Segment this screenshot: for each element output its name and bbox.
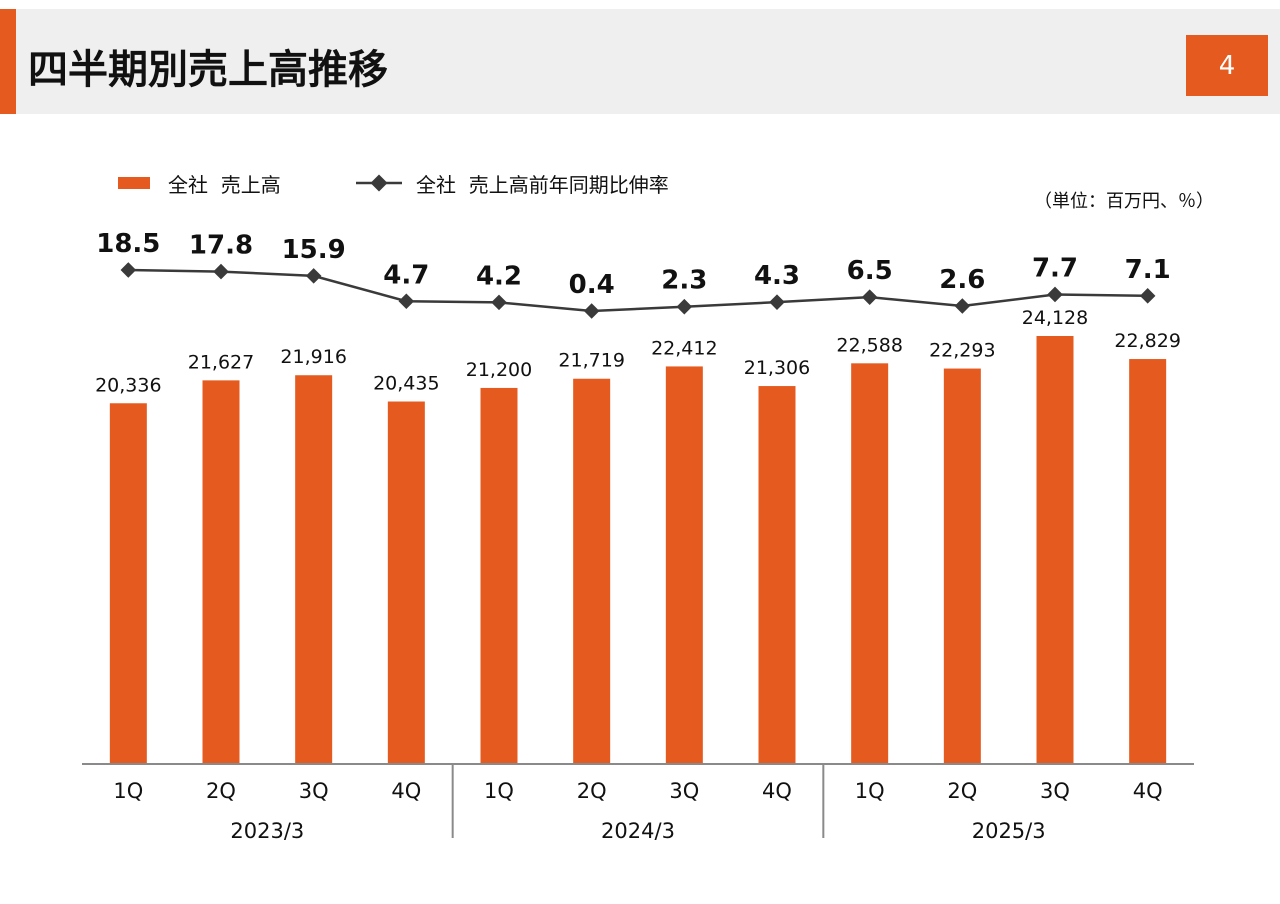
growth-label-6: 0.4 (569, 270, 615, 300)
growth-label-2: 17.8 (189, 231, 253, 261)
growth-marker-6 (583, 303, 600, 319)
bar-label-11: 24,128 (1022, 307, 1088, 329)
legend-label-sales: 全社 売上高 (168, 172, 281, 197)
growth-marker-7 (676, 298, 693, 315)
bar-label-6: 21,719 (558, 350, 624, 372)
growth-label-12: 7.1 (1125, 255, 1171, 285)
bar-5 (480, 387, 518, 764)
x-tick-label-4: 4Q (391, 779, 421, 803)
growth-marker-8 (769, 294, 785, 310)
bar-3 (295, 375, 333, 764)
growth-line (128, 268, 1148, 313)
bar-8 (758, 386, 796, 764)
growth-label-4: 4.7 (383, 260, 429, 290)
bar-label-1: 20,336 (95, 374, 161, 396)
growth-marker-11 (1047, 286, 1063, 303)
growth-marker-10 (954, 298, 971, 314)
page-title: 四半期別売上高推移 (28, 47, 388, 93)
bar-label-12: 22,829 (1114, 330, 1180, 352)
x-tick-label-8: 4Q (762, 779, 792, 803)
growth-label-10: 2.6 (939, 265, 985, 295)
bar-label-3: 21,916 (280, 346, 346, 368)
bar-label-2: 21,627 (188, 351, 254, 373)
x-group-label-3: 2025/3 (972, 819, 1046, 843)
growth-label-11: 7.7 (1032, 253, 1078, 283)
x-tick-label-10: 2Q (947, 779, 977, 803)
bar-2 (202, 380, 240, 764)
bar-11 (1036, 336, 1074, 764)
growth-marker-4 (398, 293, 415, 310)
bar-label-9: 22,588 (836, 334, 902, 356)
bar-12 (1129, 359, 1167, 764)
growth-label-8: 4.3 (754, 261, 800, 291)
bar-label-7: 22,412 (651, 337, 717, 359)
growth-label-1: 18.5 (96, 229, 160, 259)
growth-marker-9 (861, 289, 878, 305)
unit-note: （単位：百万円、％） (1034, 191, 1214, 212)
bar-1 (109, 403, 147, 764)
bar-7 (665, 366, 703, 764)
x-group-label-1: 2023/3 (230, 819, 304, 843)
growth-marker-5 (491, 294, 507, 311)
x-tick-label-1: 1Q (113, 779, 143, 803)
growth-label-7: 2.3 (661, 266, 707, 296)
growth-marker-12 (1139, 288, 1156, 304)
legend-item-sales: 全社 売上高 (118, 168, 281, 198)
legend-item-growth: 全社 売上高前年同期比伸率 (356, 168, 669, 198)
legend-line-swatch (356, 174, 402, 192)
growth-label-9: 6.5 (847, 256, 893, 286)
legend-bar-swatch (118, 177, 150, 189)
x-tick-label-5: 1Q (484, 779, 514, 803)
x-tick-label-7: 3Q (669, 779, 699, 803)
bar-9 (851, 363, 889, 764)
page-number-badge: 4 (1186, 35, 1268, 96)
bar-4 (387, 401, 425, 764)
x-tick-label-3: 3Q (299, 779, 329, 803)
header-bar: 四半期別売上高推移 4 (0, 9, 1280, 114)
bar-label-4: 20,435 (373, 373, 439, 395)
bar-label-10: 22,293 (929, 340, 995, 362)
x-tick-label-2: 2Q (206, 779, 236, 803)
x-tick-label-9: 1Q (855, 779, 885, 803)
bar-6 (573, 378, 611, 764)
x-group-label-2: 2024/3 (601, 819, 675, 843)
growth-marker-2 (213, 263, 229, 280)
growth-marker-1 (120, 262, 137, 278)
growth-marker-3 (305, 268, 322, 284)
bar-label-5: 21,200 (466, 359, 532, 381)
legend-label-growth: 全社 売上高前年同期比伸率 (416, 172, 669, 197)
bar-10 (943, 368, 981, 764)
bar-label-8: 21,306 (744, 357, 810, 379)
growth-label-3: 15.9 (282, 235, 346, 265)
x-tick-label-12: 4Q (1133, 779, 1163, 803)
x-tick-label-11: 3Q (1040, 779, 1070, 803)
header-accent (0, 9, 16, 114)
growth-label-5: 4.2 (476, 261, 522, 291)
x-tick-label-6: 2Q (577, 779, 607, 803)
